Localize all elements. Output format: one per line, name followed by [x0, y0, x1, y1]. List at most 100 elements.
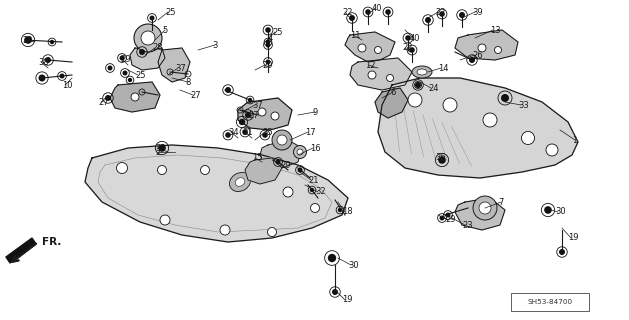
Polygon shape	[345, 32, 395, 62]
Text: 25: 25	[165, 7, 175, 17]
Circle shape	[60, 74, 65, 78]
Circle shape	[494, 46, 501, 53]
Text: 25: 25	[135, 70, 145, 79]
Ellipse shape	[417, 69, 427, 75]
Circle shape	[272, 130, 292, 150]
Polygon shape	[375, 88, 408, 118]
Circle shape	[139, 49, 145, 55]
Circle shape	[159, 144, 166, 152]
Circle shape	[544, 206, 552, 214]
Text: 37: 37	[175, 63, 186, 73]
Circle shape	[311, 204, 320, 212]
Polygon shape	[245, 158, 282, 184]
Circle shape	[239, 119, 245, 125]
Text: 27: 27	[248, 110, 259, 119]
Circle shape	[220, 225, 230, 235]
Circle shape	[459, 12, 465, 18]
Circle shape	[297, 149, 303, 155]
Text: 21: 21	[308, 175, 318, 185]
Text: 27: 27	[190, 91, 201, 100]
Circle shape	[24, 36, 32, 44]
Circle shape	[258, 108, 266, 116]
Circle shape	[501, 94, 509, 102]
Text: 27: 27	[98, 98, 109, 107]
Text: 36: 36	[435, 154, 446, 163]
Circle shape	[479, 202, 491, 214]
Circle shape	[338, 208, 342, 212]
Circle shape	[105, 95, 111, 101]
Text: 39: 39	[472, 7, 482, 17]
Text: 15: 15	[252, 154, 262, 163]
Circle shape	[150, 15, 155, 20]
Circle shape	[267, 228, 277, 236]
Text: 12: 12	[365, 60, 376, 69]
Text: 29: 29	[445, 215, 455, 225]
Polygon shape	[260, 140, 302, 168]
Circle shape	[328, 254, 336, 262]
Text: 9: 9	[312, 108, 317, 116]
Text: 33: 33	[518, 100, 529, 109]
Circle shape	[559, 249, 565, 255]
Text: 22: 22	[342, 7, 352, 17]
Circle shape	[294, 146, 306, 158]
Circle shape	[141, 31, 155, 45]
Polygon shape	[130, 48, 165, 70]
Circle shape	[245, 112, 251, 118]
Circle shape	[445, 212, 450, 218]
Text: 40: 40	[410, 34, 421, 43]
Circle shape	[283, 187, 293, 197]
Circle shape	[298, 167, 303, 172]
Text: 22: 22	[435, 7, 445, 17]
Circle shape	[38, 75, 45, 82]
Circle shape	[265, 60, 270, 65]
Text: 31: 31	[242, 127, 253, 137]
Ellipse shape	[412, 66, 432, 78]
Polygon shape	[85, 145, 348, 242]
Text: 14: 14	[438, 63, 448, 73]
Text: 4: 4	[268, 34, 273, 43]
Circle shape	[332, 289, 338, 295]
Text: 10: 10	[62, 81, 72, 90]
Text: 19: 19	[342, 295, 352, 305]
Circle shape	[478, 44, 486, 52]
Circle shape	[443, 98, 457, 112]
Circle shape	[415, 82, 421, 88]
Polygon shape	[158, 48, 190, 82]
Circle shape	[521, 132, 535, 145]
Circle shape	[439, 11, 445, 17]
Text: 20: 20	[22, 36, 33, 44]
Circle shape	[365, 9, 371, 15]
Circle shape	[405, 35, 411, 41]
Text: 11: 11	[350, 30, 360, 39]
Text: FR.: FR.	[42, 237, 62, 247]
Circle shape	[310, 188, 314, 192]
Circle shape	[265, 27, 271, 33]
Circle shape	[120, 55, 125, 60]
Text: 24: 24	[428, 84, 438, 92]
Polygon shape	[378, 78, 578, 178]
Polygon shape	[238, 98, 292, 130]
Circle shape	[248, 98, 252, 102]
Text: 32: 32	[315, 188, 326, 196]
Circle shape	[266, 40, 270, 44]
Circle shape	[546, 144, 558, 156]
Text: 3: 3	[212, 41, 218, 50]
Circle shape	[128, 78, 132, 82]
Text: 28: 28	[152, 44, 163, 52]
Polygon shape	[455, 30, 518, 60]
Circle shape	[425, 17, 431, 23]
Text: 1: 1	[572, 135, 577, 145]
Text: 25: 25	[272, 28, 282, 36]
Text: 8: 8	[185, 77, 191, 86]
Polygon shape	[455, 198, 505, 230]
Circle shape	[50, 40, 54, 44]
Circle shape	[277, 135, 287, 145]
Circle shape	[385, 9, 391, 15]
Text: 34: 34	[228, 127, 238, 137]
Circle shape	[131, 93, 139, 101]
Circle shape	[276, 159, 281, 164]
Ellipse shape	[230, 172, 250, 192]
Circle shape	[349, 15, 355, 21]
Text: 40: 40	[372, 4, 382, 12]
Polygon shape	[6, 238, 36, 263]
